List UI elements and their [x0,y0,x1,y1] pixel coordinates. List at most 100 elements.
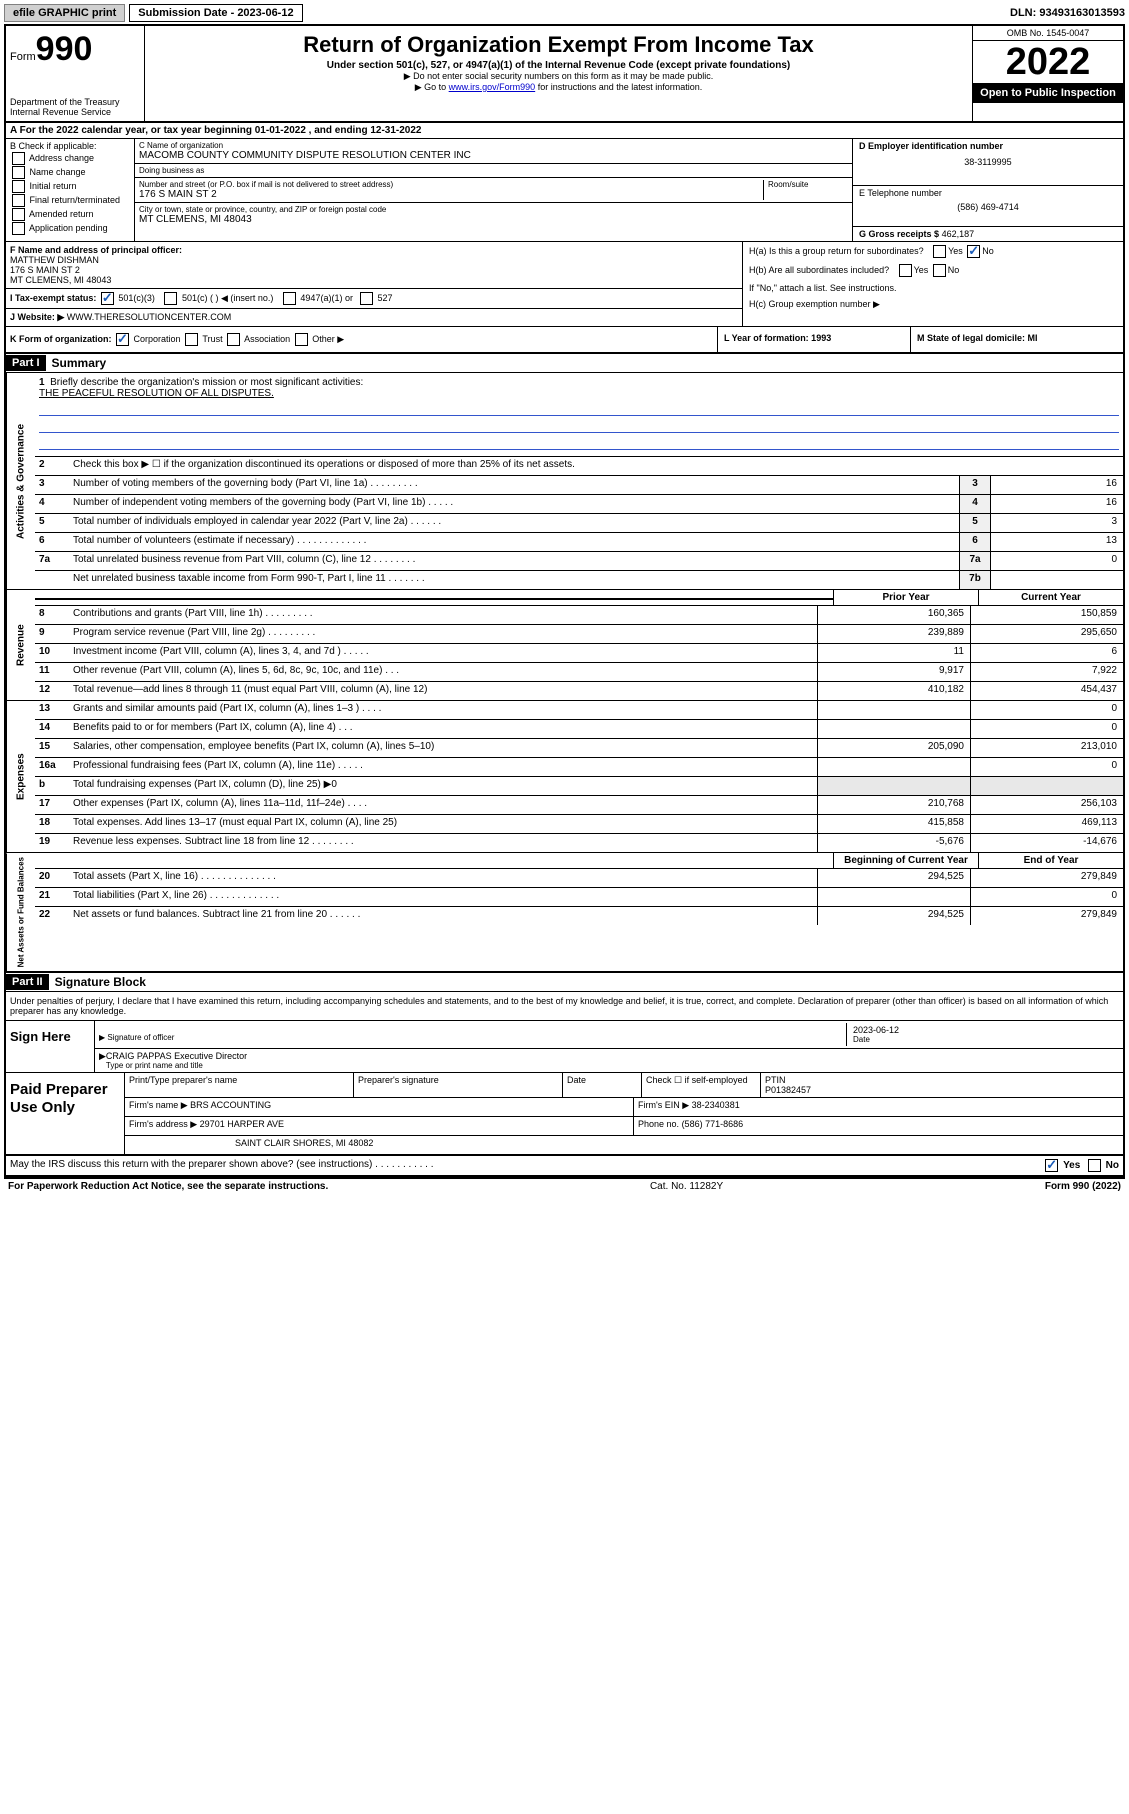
form-prefix: Form [10,51,36,63]
discuss-yes: Yes [1063,1161,1080,1172]
table-row: bTotal fundraising expenses (Part IX, co… [35,777,1123,796]
city-label: City or town, state or province, country… [139,205,848,214]
discuss-no: No [1106,1161,1119,1172]
l1-desc: Briefly describe the organization's miss… [50,377,363,388]
prior-year-val: 239,889 [817,625,970,643]
chk-ha-yes[interactable] [933,245,946,258]
g-gross-label: G Gross receipts $ [859,229,939,239]
table-row: 13Grants and similar amounts paid (Part … [35,701,1123,720]
form-note1: ▶ Do not enter social security numbers o… [149,71,968,82]
hb-note: If "No," attach a list. See instructions… [743,280,1123,296]
row-desc: Total expenses. Add lines 13–17 (must eq… [69,815,817,833]
table-row: 12Total revenue—add lines 8 through 11 (… [35,682,1123,700]
table-row: 8Contributions and grants (Part VIII, li… [35,606,1123,625]
current-year-val: 469,113 [970,815,1123,833]
self-employed-chk[interactable]: Check ☐ if self-employed [642,1073,761,1097]
chk-corp[interactable] [116,333,129,346]
row-desc: Total assets (Part X, line 16) . . . . .… [69,869,817,887]
chk-527[interactable] [360,292,373,305]
current-year-val: 279,849 [970,869,1123,887]
c-name-label: C Name of organization [139,141,848,150]
chk-final-return[interactable]: Final return/terminated [10,194,130,207]
chk-501c[interactable] [164,292,177,305]
governance-label: Activities & Governance [6,373,35,589]
table-row: 15Salaries, other compensation, employee… [35,739,1123,758]
street-label: Number and street (or P.O. box if mail i… [139,180,763,189]
col-fij: F Name and address of principal officer:… [6,242,743,326]
mission-line [39,418,1119,433]
netassets-section: Net Assets or Fund Balances Beginning of… [6,853,1123,973]
l6-val: 13 [990,533,1123,551]
form-title: Return of Organization Exempt From Incom… [149,32,968,58]
chk-assoc[interactable] [227,333,240,346]
prior-year-val: 415,858 [817,815,970,833]
prior-year-val: 9,917 [817,663,970,681]
tax-year-begin: 01-01-2022 [255,125,306,136]
paid-preparer-row: Paid Preparer Use Only Print/Type prepar… [6,1073,1123,1156]
part1-title: Summary [46,354,113,372]
dba-label: Doing business as [139,166,848,175]
chk-address-change[interactable]: Address change [10,152,130,165]
table-row: 18Total expenses. Add lines 13–17 (must … [35,815,1123,834]
mission-line [39,435,1119,450]
prior-year-val: 11 [817,644,970,662]
opt-501c3: 501(c)(3) [118,293,155,303]
eoy-header: End of Year [978,853,1123,868]
chk-hb-no[interactable] [933,264,946,277]
f-label: F Name and address of principal officer: [10,245,182,255]
row-a-mid: , and ending [306,125,370,136]
chk-other[interactable] [295,333,308,346]
current-year-val: 150,859 [970,606,1123,624]
netassets-label: Net Assets or Fund Balances [6,853,35,971]
current-year-val: 256,103 [970,796,1123,814]
current-year-val: 279,849 [970,907,1123,925]
l7b-desc: Net unrelated business taxable income fr… [69,571,959,589]
row-desc: Total liabilities (Part X, line 26) . . … [69,888,817,906]
print-name-label: Type or print name and title [106,1061,1119,1070]
chk-initial-return[interactable]: Initial return [10,180,130,193]
col-b-checkboxes: B Check if applicable: Address change Na… [6,139,135,241]
efile-print-button[interactable]: efile GRAPHIC print [4,4,125,22]
chk-trust[interactable] [185,333,198,346]
ptin-value: P01382457 [765,1085,811,1095]
chk-name-change[interactable]: Name change [10,166,130,179]
chk-discuss-yes[interactable] [1045,1159,1058,1172]
dept-treasury: Department of the Treasury [10,97,140,107]
irs-link[interactable]: www.irs.gov/Form990 [449,82,536,92]
prior-year-val [817,701,970,719]
preparer-sig-hdr: Preparer's signature [354,1073,563,1097]
preparer-name-hdr: Print/Type preparer's name [125,1073,354,1097]
l2-desc: Check this box ▶ ☐ if the organization d… [69,457,1123,475]
table-row: 11Other revenue (Part VIII, column (A), … [35,663,1123,682]
street-value: 176 S MAIN ST 2 [139,189,763,200]
prior-year-val: 205,090 [817,739,970,757]
ha-label: H(a) Is this a group return for subordin… [749,246,924,256]
firm-name: BRS ACCOUNTING [190,1100,271,1110]
form-subtitle: Under section 501(c), 527, or 4947(a)(1)… [149,60,968,71]
b-label: B Check if applicable: [10,141,130,151]
current-year-val [970,777,1123,795]
chk-501c3[interactable] [101,292,114,305]
prior-year-val: 294,525 [817,869,970,887]
mission-text: THE PEACEFUL RESOLUTION OF ALL DISPUTES. [39,388,274,399]
paid-preparer-label: Paid Preparer Use Only [6,1073,125,1154]
org-name: MACOMB COUNTY COMMUNITY DISPUTE RESOLUTI… [139,150,848,161]
chk-4947[interactable] [283,292,296,305]
sign-here-label: Sign Here [6,1021,95,1072]
chk-amended[interactable]: Amended return [10,208,130,221]
l5-desc: Total number of individuals employed in … [69,514,959,532]
l3-val: 16 [990,476,1123,494]
form-container: Form990 Department of the Treasury Inter… [4,24,1125,1179]
table-row: 17Other expenses (Part IX, column (A), l… [35,796,1123,815]
header-mid: Return of Organization Exempt From Incom… [145,26,972,121]
city-value: MT CLEMENS, MI 48043 [139,214,848,225]
chk-ha-no[interactable] [967,245,980,258]
i-label: I Tax-exempt status: [10,293,96,303]
page-footer: For Paperwork Reduction Act Notice, see … [4,1179,1125,1194]
chk-discuss-no[interactable] [1088,1159,1101,1172]
chk-hb-yes[interactable] [899,264,912,277]
chk-app-pending[interactable]: Application pending [10,222,130,235]
tax-year: 2022 [973,41,1123,83]
phone-value: (586) 469-4714 [859,202,1117,212]
col-c-org-info: C Name of organization MACOMB COUNTY COM… [135,139,853,241]
